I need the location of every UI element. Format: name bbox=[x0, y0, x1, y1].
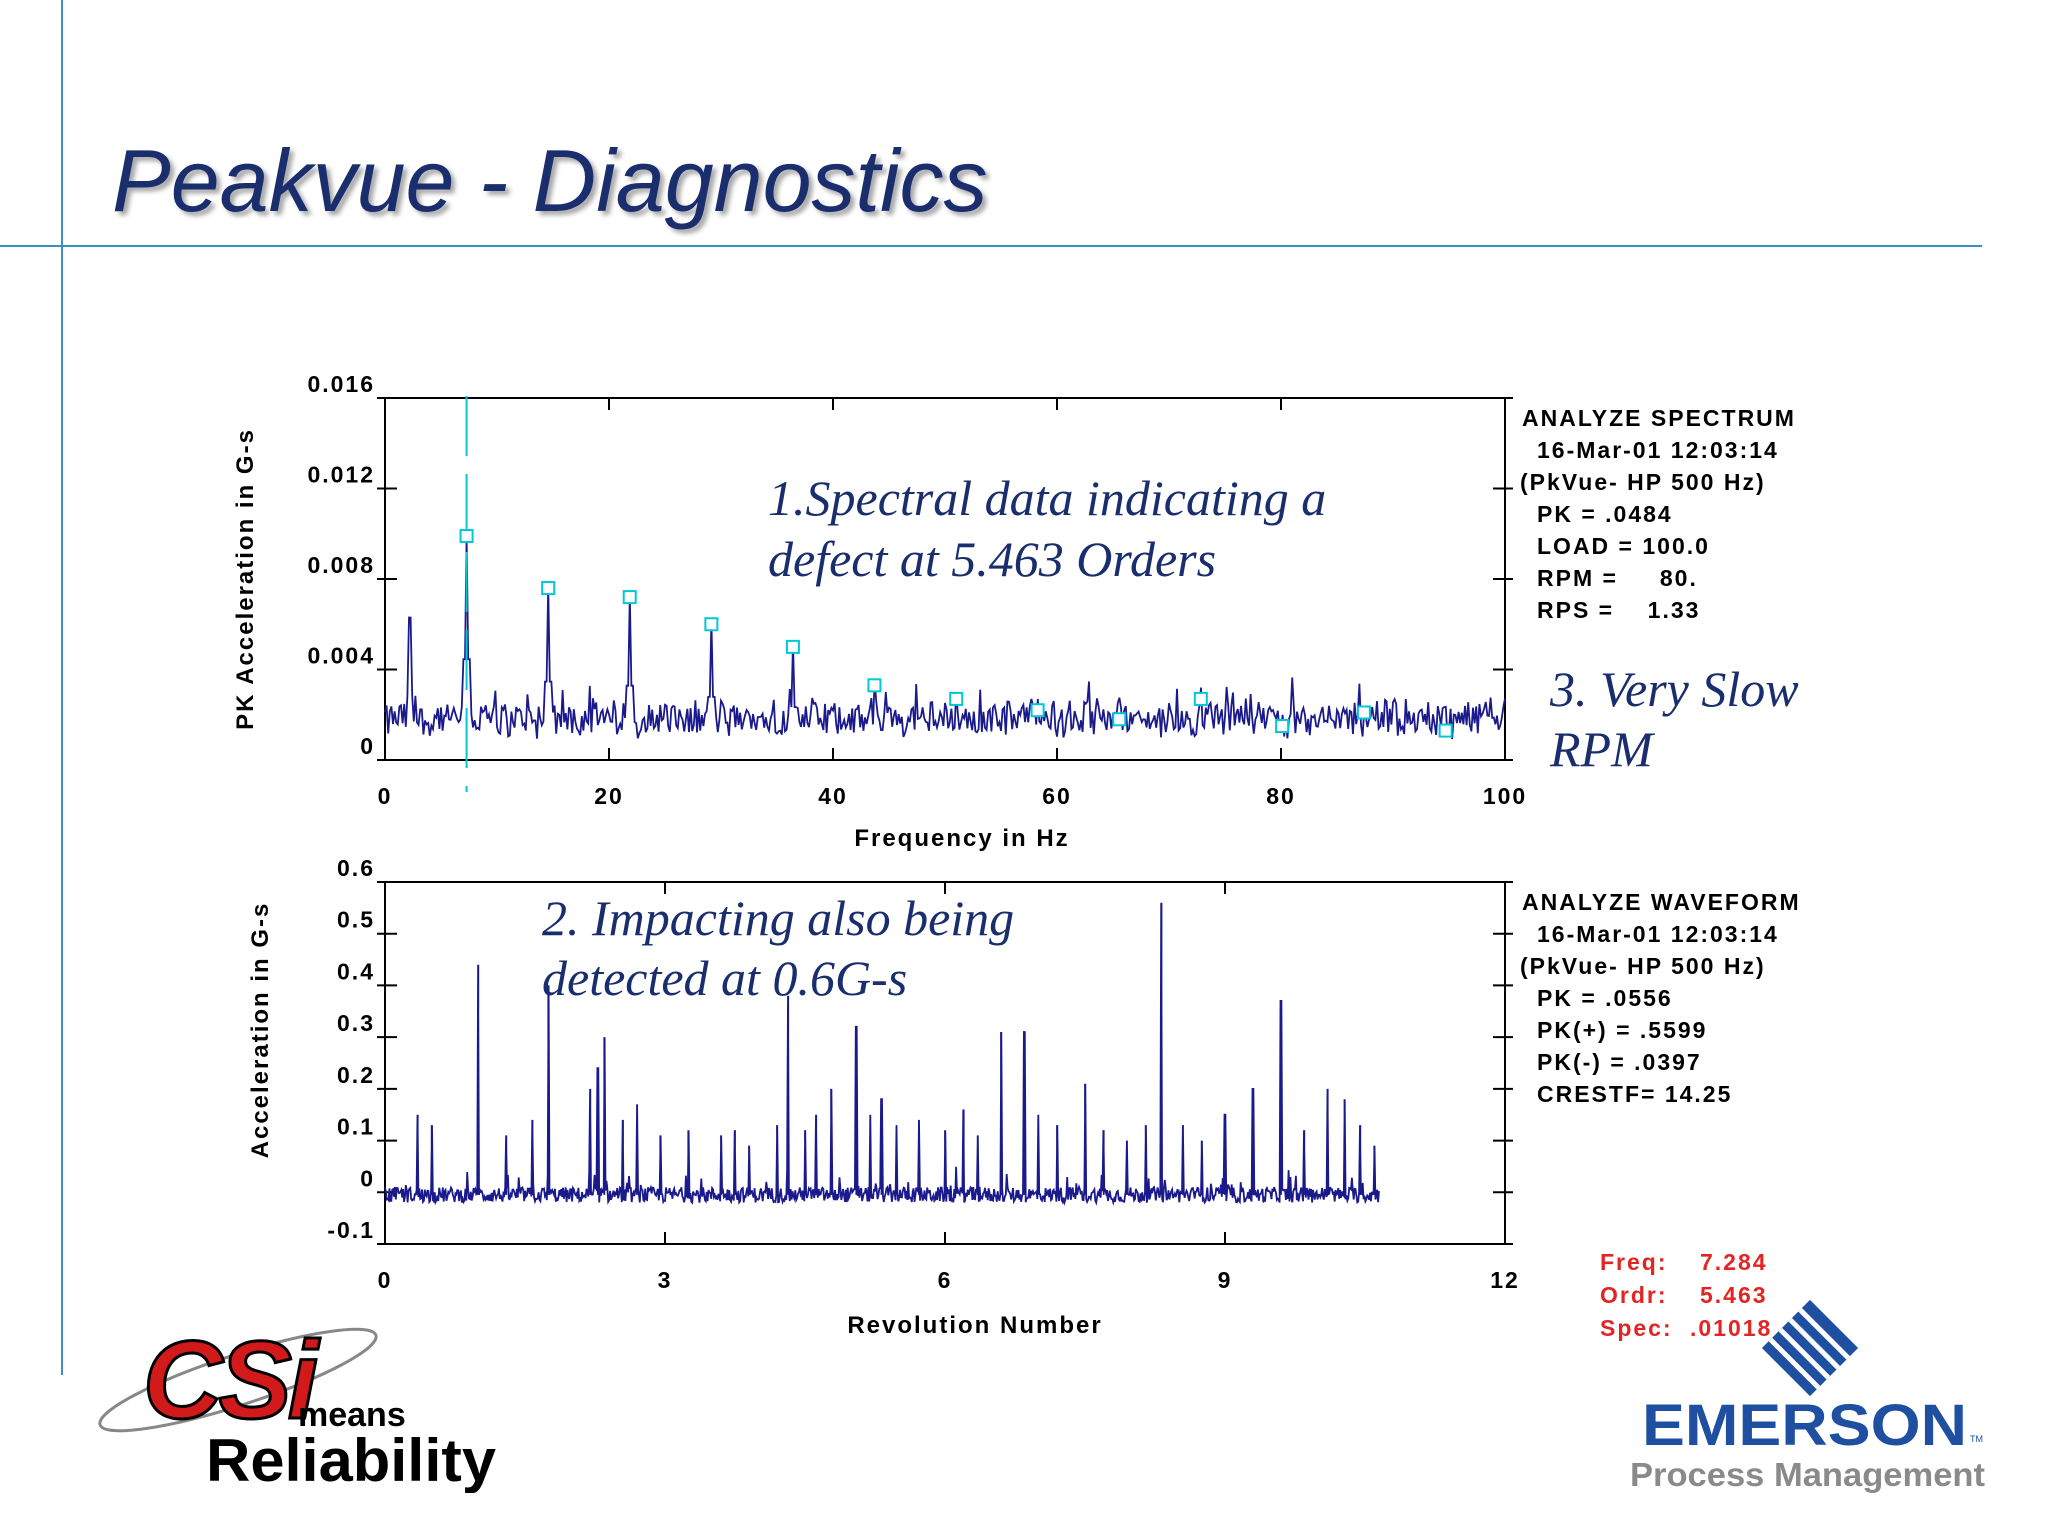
spectrum-info-line: PK = .0484 bbox=[1537, 501, 1673, 527]
spectrum-info-line: RPM = 80. bbox=[1537, 565, 1698, 591]
spectrum-x-tick-label: 60 bbox=[1042, 783, 1072, 809]
emerson-logo: EMERSON TM Process Management bbox=[1630, 1299, 1985, 1493]
ordr-label: Ordr: bbox=[1600, 1282, 1668, 1308]
waveform-ticks: 0 3 6 9 12-0.100.10.20.30.40.50.6 bbox=[327, 855, 1520, 1293]
rpm-annotation-line: RPM bbox=[1549, 721, 1655, 777]
ordr-value: 5.463 bbox=[1700, 1282, 1768, 1308]
spectrum-y-tick-label: 0.016 bbox=[307, 371, 375, 397]
impacting-annotation: 2. Impacting also being detected at 0.6G… bbox=[542, 890, 1014, 1006]
harmonic-marker[interactable] bbox=[1356, 705, 1371, 720]
harmonic-markers bbox=[459, 529, 1453, 738]
spectral-annotation: 1.Spectral data indicating a defect at 5… bbox=[768, 470, 1326, 587]
waveform-info-line: 16-Mar-01 12:03:14 bbox=[1537, 921, 1779, 947]
spectral-annotation-line: defect at 5.463 Orders bbox=[768, 531, 1216, 587]
spectrum-x-tick-label: 20 bbox=[594, 783, 624, 809]
waveform-info-panel: ANALYZE WAVEFORM 16-Mar-01 12:03:14 (PkV… bbox=[1520, 889, 1801, 1107]
harmonic-marker[interactable] bbox=[1275, 719, 1290, 734]
spectrum-chart: 0 20 40 60 80 100 0 0.004 0.008 0.012 0.016 Freque… bbox=[232, 371, 1527, 852]
waveform-y-tick-label: 0 bbox=[360, 1165, 375, 1191]
harmonic-marker[interactable] bbox=[1193, 691, 1208, 706]
cursor-readout: Freq: 7.284 Ordr: 5.463 Spec: .01018 bbox=[1600, 1249, 1772, 1341]
impacting-annotation-line: 2. Impacting also being bbox=[542, 890, 1014, 946]
harmonic-marker[interactable] bbox=[459, 529, 474, 544]
spectrum-info-line: RPS = 1.33 bbox=[1537, 597, 1700, 623]
slide-vertical-rule bbox=[61, 0, 63, 1375]
spectrum-info-line: LOAD = 100.0 bbox=[1537, 533, 1710, 559]
waveform-chart: 0 3 6 9 12-0.100.10.20.30.40.50.6 Revolution… bbox=[247, 855, 1520, 1339]
spectrum-x-tick-label: 100 bbox=[1483, 783, 1527, 809]
spectrum-y-axis-label: PK Acceleration in G-s bbox=[232, 428, 259, 730]
waveform-y-tick-label: 0.4 bbox=[337, 958, 375, 984]
harmonic-marker[interactable] bbox=[785, 639, 800, 654]
spectrum-info-line: (PkVue- HP 500 Hz) bbox=[1520, 469, 1766, 495]
spectrum-ticks: 0 20 40 60 80 100 0 0.004 0.008 0.012 0.016 bbox=[307, 371, 1527, 809]
csi-word: CSi bbox=[143, 1319, 321, 1442]
spectrum-x-tick-label: 0 bbox=[378, 783, 393, 809]
emerson-trademark: TM bbox=[1970, 1434, 1983, 1444]
waveform-info-line: PK(+) = .5599 bbox=[1537, 1017, 1707, 1043]
spectrum-trace bbox=[384, 535, 1506, 740]
waveform-x-tick-label: 0 bbox=[378, 1267, 393, 1293]
emerson-diamond-mark bbox=[1761, 1299, 1859, 1397]
waveform-info-line: PK = .0556 bbox=[1537, 985, 1673, 1011]
harmonic-marker[interactable] bbox=[949, 691, 964, 706]
emerson-division: Process Management bbox=[1630, 1456, 1985, 1493]
waveform-y-tick-label: 0.6 bbox=[337, 855, 375, 881]
waveform-y-axis-label: Acceleration in G-s bbox=[247, 902, 274, 1159]
spectral-annotation-line: 1.Spectral data indicating a bbox=[768, 470, 1326, 526]
harmonic-marker[interactable] bbox=[541, 581, 556, 596]
harmonic-marker[interactable] bbox=[1438, 723, 1453, 738]
waveform-x-tick-label: 9 bbox=[1218, 1267, 1233, 1293]
waveform-y-tick-label: 0.1 bbox=[337, 1114, 375, 1140]
spectrum-info-line: ANALYZE SPECTRUM bbox=[1522, 405, 1796, 431]
waveform-y-tick-label: 0.3 bbox=[337, 1010, 375, 1036]
spectrum-x-tick-label: 40 bbox=[818, 783, 848, 809]
waveform-info-line: CRESTF= 14.25 bbox=[1537, 1081, 1732, 1107]
harmonic-marker[interactable] bbox=[704, 617, 719, 632]
spectrum-x-axis-label: Frequency in Hz bbox=[854, 825, 1069, 852]
spec-value: .01018 bbox=[1690, 1315, 1772, 1341]
impacting-annotation-line: detected at 0.6G-s bbox=[542, 950, 907, 1006]
waveform-x-tick-label: 12 bbox=[1490, 1267, 1520, 1293]
spectrum-info-panel: ANALYZE SPECTRUM 16-Mar-01 12:03:14 (PkV… bbox=[1520, 405, 1796, 623]
harmonic-marker[interactable] bbox=[867, 678, 882, 693]
slide-horizontal-rule bbox=[0, 245, 1982, 247]
spec-label: Spec: bbox=[1600, 1315, 1673, 1341]
spectrum-x-tick-label: 80 bbox=[1266, 783, 1296, 809]
slide-title: Peakvue - Diagnostics bbox=[112, 131, 988, 230]
harmonic-marker[interactable] bbox=[622, 590, 637, 605]
spectrum-y-tick-label: 0.008 bbox=[307, 552, 375, 578]
emerson-name: EMERSON bbox=[1642, 1393, 1967, 1458]
waveform-y-tick-label: 0.5 bbox=[337, 907, 375, 933]
waveform-info-line: PK(-) = .0397 bbox=[1537, 1049, 1702, 1075]
rpm-annotation-line: 3. Very Slow bbox=[1549, 661, 1799, 717]
waveform-x-axis-label: Revolution Number bbox=[847, 1312, 1102, 1339]
waveform-trace bbox=[384, 902, 1380, 1206]
waveform-y-tick-label: 0.2 bbox=[337, 1062, 375, 1088]
waveform-info-line: ANALYZE WAVEFORM bbox=[1522, 889, 1801, 915]
csi-means-word: means bbox=[298, 1396, 406, 1434]
spectrum-y-tick-label: 0 bbox=[360, 733, 375, 759]
harmonic-marker[interactable] bbox=[1112, 712, 1127, 727]
csi-logo: CSi means Reliability bbox=[98, 1318, 497, 1493]
waveform-info-line: (PkVue- HP 500 Hz) bbox=[1520, 953, 1766, 979]
csi-orbit-swoosh bbox=[98, 1327, 378, 1433]
freq-label: Freq: bbox=[1600, 1249, 1668, 1275]
spectrum-y-tick-label: 0.012 bbox=[307, 462, 375, 488]
spectrum-y-tick-label: 0.004 bbox=[307, 643, 375, 669]
rpm-annotation: 3. Very Slow RPM bbox=[1549, 661, 1799, 777]
harmonic-marker[interactable] bbox=[1030, 703, 1045, 718]
freq-value: 7.284 bbox=[1700, 1249, 1768, 1275]
waveform-y-tick-label: -0.1 bbox=[327, 1217, 375, 1243]
waveform-x-tick-label: 3 bbox=[658, 1267, 673, 1293]
spectrum-info-line: 16-Mar-01 12:03:14 bbox=[1537, 437, 1779, 463]
waveform-x-tick-label: 6 bbox=[938, 1267, 953, 1293]
csi-reliability-word: Reliability bbox=[206, 1427, 497, 1493]
